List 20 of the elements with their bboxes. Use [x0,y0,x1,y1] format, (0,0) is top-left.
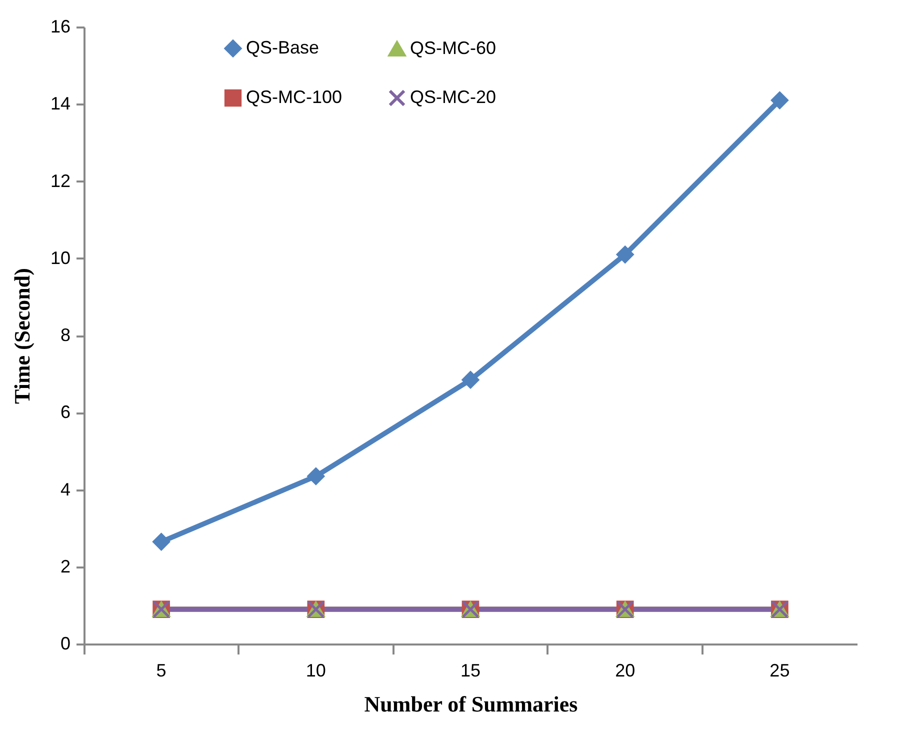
y-tick-label: 16 [50,16,70,36]
x-tick-label: 10 [306,660,326,680]
x-tick-label: 25 [770,660,790,680]
y-tick-label: 10 [50,248,70,268]
legend-label: QS-Base [246,37,320,58]
legend-label: QS-MC-100 [246,87,342,107]
x-axis-title: Number of Summaries [364,692,578,716]
y-tick-label: 4 [60,479,70,500]
y-tick-label: 8 [60,325,70,345]
y-tick-label: 0 [60,634,70,654]
legend-label: QS-MC-20 [410,87,496,107]
legend-label: QS-MC-60 [410,38,496,58]
y-tick-label: 14 [50,94,70,114]
x-tick-label: 5 [156,660,166,680]
x-tick-label: 15 [460,660,481,680]
y-tick-label: 12 [50,170,70,191]
y-tick-label: 6 [60,402,70,422]
x-tick-label: 20 [615,660,636,680]
y-axis-title: Time (Second) [9,268,34,404]
y-tick-label: 2 [60,556,70,576]
